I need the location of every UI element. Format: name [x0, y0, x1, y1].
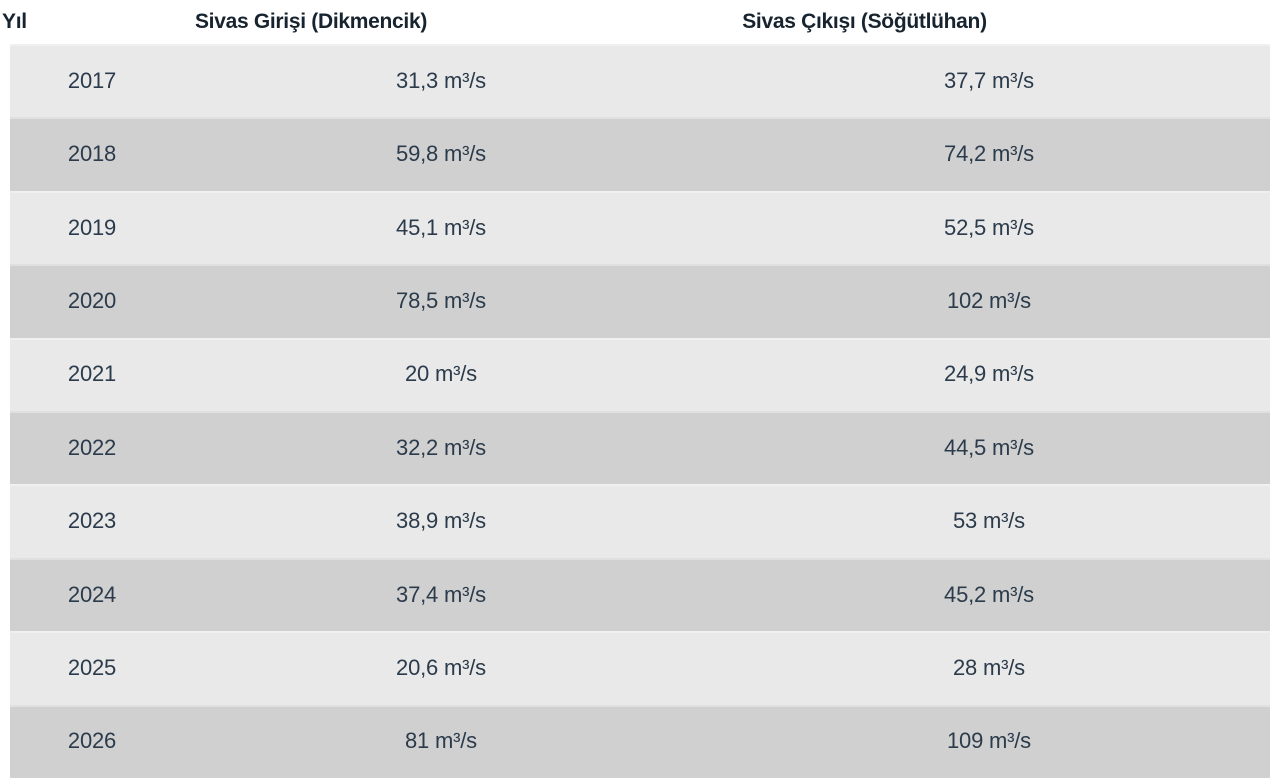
inflow-cell: 38,9 m³/s [396, 508, 486, 534]
table-row: 2020 78,5 m³/s 102 m³/s [10, 264, 1270, 338]
year-cell: 2019 [67, 214, 117, 240]
outflow-cell: 109 m³/s [947, 728, 1031, 754]
inflow-cell: 20 m³/s [405, 361, 477, 387]
year-cell: 2023 [67, 508, 117, 534]
table-row: 2017 31,3 m³/s 37,7 m³/s [10, 44, 1270, 118]
inflow-cell: 78,5 m³/s [396, 287, 486, 313]
year-cell: 2024 [67, 581, 117, 607]
column-header-outflow: Sivas Çıkışı (Söğütlühan) [742, 10, 987, 33]
outflow-cell: 44,5 m³/s [944, 434, 1034, 460]
year-cell: 2017 [67, 67, 117, 93]
inflow-cell: 59,8 m³/s [396, 141, 486, 167]
year-cell: 2022 [67, 434, 117, 460]
outflow-cell: 37,7 m³/s [944, 67, 1034, 93]
outflow-cell: 52,5 m³/s [944, 214, 1034, 240]
inflow-cell: 32,2 m³/s [396, 434, 486, 460]
inflow-cell: 81 m³/s [405, 728, 477, 754]
year-cell: 2018 [67, 141, 117, 167]
table-row: 2024 37,4 m³/s 45,2 m³/s [10, 557, 1270, 632]
year-cell: 2021 [67, 361, 117, 387]
outflow-cell: 102 m³/s [947, 287, 1031, 313]
column-header-inflow: Sivas Girişi (Dikmencik) [194, 10, 428, 33]
table-row: 2023 38,9 m³/s 53 m³/s [10, 484, 1270, 558]
table-body: 2017 31,3 m³/s 37,7 m³/s 2018 59,8 m³/s … [0, 44, 1280, 778]
inflow-cell: 31,3 m³/s [396, 67, 486, 93]
inflow-cell: 37,4 m³/s [396, 581, 486, 607]
outflow-cell: 53 m³/s [953, 508, 1025, 534]
column-header-year: Yıl [2, 10, 27, 33]
outflow-cell: 74,2 m³/s [944, 141, 1034, 167]
table-row: 2025 20,6 m³/s 28 m³/s [10, 631, 1270, 705]
outflow-cell: 24,9 m³/s [944, 361, 1034, 387]
inflow-cell: 20,6 m³/s [396, 654, 486, 680]
outflow-cell: 28 m³/s [953, 654, 1025, 680]
year-cell: 2026 [67, 728, 117, 754]
table-row: 2018 59,8 m³/s 74,2 m³/s [10, 117, 1270, 191]
table-header: Yıl Sivas Girişi (Dikmencik) Sivas Çıkış… [0, 0, 1280, 44]
year-cell: 2020 [67, 287, 117, 313]
table-row: 2021 20 m³/s 24,9 m³/s [10, 337, 1270, 412]
table-row: 2026 81 m³/s 109 m³/s [10, 704, 1270, 778]
table-row: 2022 32,2 m³/s 44,5 m³/s [10, 411, 1270, 485]
table-row: 2019 45,1 m³/s 52,5 m³/s [10, 190, 1270, 265]
inflow-cell: 45,1 m³/s [396, 214, 486, 240]
year-cell: 2025 [67, 654, 117, 680]
outflow-cell: 45,2 m³/s [944, 581, 1034, 607]
